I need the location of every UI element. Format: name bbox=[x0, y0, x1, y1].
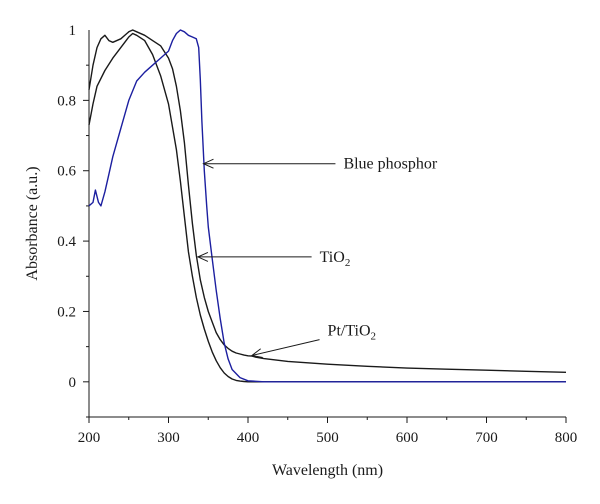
y-tick-label: 0 bbox=[69, 375, 77, 391]
x-tick-label: 400 bbox=[237, 430, 260, 446]
x-tick-label: 200 bbox=[78, 430, 101, 446]
labels: 200 300 400 500 600 700 800 0 0.2 0.4 0.6 0.8 1 Wavel… bbox=[24, 23, 577, 479]
series-line-1 bbox=[88, 29, 567, 373]
annotation-3-arrow-shaft bbox=[251, 339, 320, 356]
x-tick-label: 500 bbox=[316, 430, 339, 446]
annotation-1-label: Blue phosphor bbox=[343, 156, 437, 173]
annotation-2-arrow-head bbox=[196, 251, 209, 262]
annotation-2-label: TiO2 bbox=[320, 249, 351, 269]
x-tick-label: 700 bbox=[475, 430, 498, 446]
annotation-3-arrow-head bbox=[250, 348, 263, 359]
y-tick-label: 0.2 bbox=[57, 304, 76, 320]
y-axis-title: Absorbance (a.u.) bbox=[24, 166, 41, 280]
annotation-1-arrow-head bbox=[202, 158, 214, 169]
annotations: Blue phosphor TiO2 Pt/TiO2 bbox=[196, 156, 438, 359]
series-line-3 bbox=[88, 29, 566, 383]
x-axis-title: Wavelength (nm) bbox=[272, 462, 383, 479]
axes bbox=[88, 30, 566, 418]
annotation-3-label: Pt/TiO2 bbox=[328, 323, 377, 343]
y-tick-label: 0.8 bbox=[57, 93, 76, 109]
y-tick-label: 1 bbox=[69, 23, 77, 39]
y-tick-label: 0.4 bbox=[57, 234, 76, 250]
tick-marks bbox=[83, 64, 567, 423]
x-tick-label: 300 bbox=[157, 430, 180, 446]
x-tick-label: 800 bbox=[555, 430, 578, 446]
y-tick-label: 0.6 bbox=[57, 164, 76, 180]
series-line-2 bbox=[88, 32, 566, 383]
x-tick-label: 600 bbox=[396, 430, 419, 446]
series-lines bbox=[88, 29, 567, 383]
